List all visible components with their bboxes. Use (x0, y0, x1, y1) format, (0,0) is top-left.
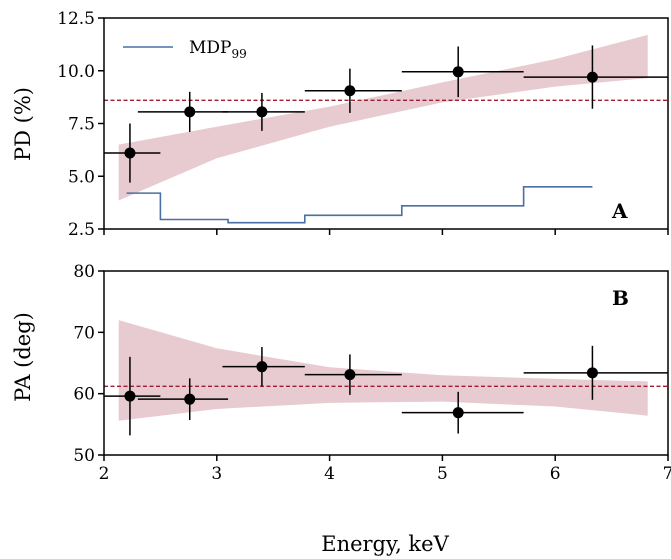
pa-ytick-label-2: 60 (73, 385, 95, 405)
pd-point-5 (401, 46, 524, 98)
energy-xtick-label-2: 3 (211, 464, 222, 484)
pa-point-2 (137, 378, 229, 421)
panel-b: 50 60 70 80 2 3 4 5 6 7 B PA (deg) Energy, keV (11, 262, 671, 556)
pa-marker-4 (344, 369, 356, 381)
pd-axis-label: PD (%) (11, 87, 35, 161)
energy-xtick-label-5: 6 (550, 464, 561, 484)
pd-marker-3 (256, 106, 268, 118)
pa-confidence-band (118, 320, 648, 421)
panel-a: 2.5 5.0 7.5 10.0 12.5 MDP99 A PD (%) (11, 9, 669, 240)
energy-xtick-label-4: 5 (437, 464, 448, 484)
legend-sub: 99 (231, 47, 246, 61)
pd-ytick-label-3: 7.5 (68, 115, 95, 135)
panel-b-ticks: 50 60 70 80 2 3 4 5 6 7 (73, 262, 671, 484)
pa-point-5 (401, 391, 524, 434)
pa-point-6 (523, 345, 668, 400)
pa-marker-2 (184, 393, 196, 405)
legend-mdp99-label: MDP99 (189, 38, 247, 61)
pa-point-1 (104, 356, 161, 436)
pa-ytick-label-3: 70 (73, 323, 95, 343)
energy-xtick-label-1: 2 (99, 464, 110, 484)
pa-ytick-label-4: 80 (73, 262, 95, 282)
panel-a-ticks: 2.5 5.0 7.5 10.0 12.5 (57, 9, 669, 240)
pd-marker-2 (184, 106, 196, 118)
pd-band-area (118, 34, 648, 201)
pa-marker-6 (586, 367, 598, 379)
pd-marker-1 (124, 147, 136, 159)
pa-axis-label: PA (deg) (11, 312, 35, 402)
energy-xtick-label-3: 4 (324, 464, 335, 484)
pd-point-4 (304, 68, 402, 113)
panel-b-frame (103, 270, 669, 456)
energy-xtick-label-6: 7 (663, 464, 671, 484)
pd-ytick-label-4: 10.0 (57, 62, 95, 82)
legend-main: MDP (189, 38, 231, 58)
pa-marker-3 (256, 361, 268, 373)
pd-marker-6 (586, 71, 598, 83)
pa-point-3 (222, 347, 305, 387)
panel-a-letter: A (611, 199, 628, 223)
pd-confidence-band (118, 34, 648, 201)
panel-b-letter: B (612, 286, 629, 310)
pd-data-points (104, 45, 668, 183)
pa-ytick-label-1: 50 (73, 446, 95, 466)
pd-ytick-label-1: 2.5 (68, 220, 95, 240)
pa-marker-5 (452, 407, 464, 419)
legend: MDP99 (123, 38, 247, 61)
pd-marker-5 (452, 66, 464, 78)
pd-point-1 (104, 123, 161, 183)
pd-ytick-label-2: 5.0 (68, 167, 95, 187)
pa-band-area (118, 320, 648, 421)
pa-point-4 (304, 354, 402, 395)
pa-marker-1 (124, 390, 136, 402)
pd-marker-4 (344, 85, 356, 97)
mdp99-step-path (126, 186, 593, 224)
energy-axis-label: Energy, keV (321, 532, 449, 556)
pd-ytick-label-5: 12.5 (57, 9, 95, 29)
pd-point-6 (523, 45, 668, 109)
mdp99-step-line (126, 186, 593, 224)
pd-point-3 (222, 92, 305, 131)
pd-point-2 (137, 91, 229, 132)
pa-data-points (104, 345, 668, 436)
